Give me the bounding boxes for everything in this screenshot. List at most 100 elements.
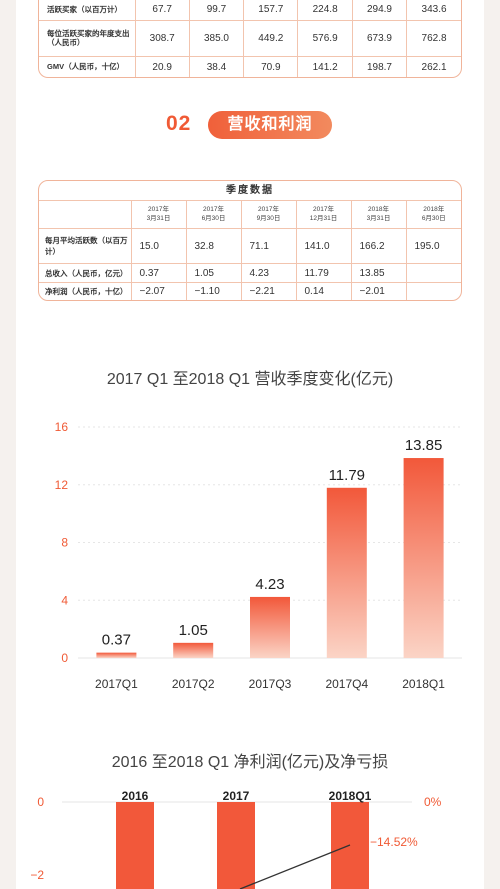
x-tick-label: 2017Q3 (249, 677, 292, 691)
corner-cell (39, 201, 132, 230)
date-year: 2017年 (258, 205, 279, 213)
quarterly-data-table: 季度数据 2017年 3月31日 2017年 6月30日 2017年 9月30日 2017年… (38, 180, 462, 301)
y-tick-label: 12 (55, 478, 69, 492)
category-label: 2016 (122, 789, 149, 803)
y-tick-label: 16 (55, 420, 69, 434)
table-cell: 449.2 (243, 20, 299, 58)
table-row: GMV（人民币，十亿） 20.9 38.4 70.9 141.2 198.7 262.1 (39, 56, 461, 77)
table-cell: 4.23 (241, 263, 297, 283)
section-title: 营收和利润 (208, 111, 332, 139)
date-header-row: 2017年 3月31日 2017年 6月30日 2017年 9月30日 2017年 12月31… (39, 201, 461, 230)
row-label: GMV（人民币，十亿） (39, 56, 136, 77)
table-cell: 166.2 (351, 228, 407, 265)
date-year: 2018年 (423, 205, 445, 213)
table-cell: 38.4 (189, 56, 245, 77)
section-number: 02 (166, 112, 192, 135)
table-cell: 385.0 (189, 20, 245, 58)
date-header-cell: 2017年 3月31日 (131, 201, 187, 230)
table-cell: 70.9 (243, 56, 299, 77)
line-data-label: −14.52% (370, 835, 418, 849)
revenue-bar (403, 458, 444, 658)
row-label: 每位活跃买家的年度支出（人民币） (39, 20, 136, 58)
revenue-bar-chart: 0 4 8 12 16 0.37 2017Q1 1.05 2017Q2 4.23 2017Q3 11.… (55, 420, 462, 691)
table-row: 活跃买家（以百万计） 67.7 99.7 157.7 224.8 294.9 343.6 (39, 0, 461, 21)
table-cell: 673.9 (352, 20, 408, 58)
table-cell: 71.1 (241, 228, 297, 265)
table-cell: 13.85 (351, 263, 407, 283)
date-year: 2017年 (313, 205, 334, 213)
y-tick-label: 4 (61, 593, 68, 607)
table-cell (406, 282, 461, 300)
table-cell: 308.7 (135, 20, 190, 58)
table-cell: 262.1 (421, 61, 447, 73)
y-tick-label: 0 (61, 651, 68, 665)
table-cell: 11.79 (296, 263, 352, 283)
date-day: 6月30日 (201, 214, 226, 222)
row-label: 总收入（人民币，亿元） (39, 263, 132, 283)
table-cell: 141.0 (296, 228, 352, 265)
table-cell: 67.7 (135, 0, 190, 21)
x-tick-label: 2017Q2 (172, 677, 215, 691)
row-label: 每月平均活跃数（以百万计） (39, 228, 132, 265)
table-cell: 762.8 (406, 20, 461, 58)
table-cell: 141.2 (297, 56, 353, 77)
revenue-bar (326, 487, 367, 658)
table-cell: 294.9 (352, 0, 408, 21)
table-cell: 0.37 (131, 263, 187, 283)
table-cell: 15.0 (131, 228, 187, 265)
date-header-cell: 2017年 12月31日 (296, 201, 352, 230)
table-cell: 195.0 (406, 228, 461, 265)
data-label: 11.79 (329, 467, 365, 484)
section-header: 02 营收和利润 (0, 108, 500, 142)
date-header-cell: 2017年 9月30日 (241, 201, 297, 230)
category-label: 2017 (223, 789, 250, 803)
net-profit-chart-title: 2016 至2018 Q1 净利润(亿元)及净亏损 (111, 754, 389, 771)
date-year: 2017年 (203, 205, 224, 213)
table-cell: −1.10 (186, 282, 242, 300)
table-row: 每位活跃买家的年度支出（人民币） 308.7 385.0 449.2 576.9 673.… (39, 20, 461, 58)
net-loss-bar (116, 802, 154, 889)
table-row: 总收入（人民币，亿元） 0.37 1.05 4.23 11.79 13.85 (39, 263, 461, 283)
date-header-cell: 2018年 6月30日 (406, 201, 461, 230)
date-header-cell: 2018年 3月31日 (351, 201, 407, 230)
data-label: 13.85 (405, 437, 443, 454)
table-cell: −2.01 (351, 282, 407, 300)
x-tick-label: 2017Q4 (325, 677, 368, 691)
y2-tick-label: 0% (424, 795, 442, 809)
data-label: 1.05 (179, 622, 208, 639)
row-label: 活跃买家（以百万计） (39, 0, 136, 21)
table-row: 净利润（人民币，十亿） −2.07 −1.10 −2.21 0.14 −2.01 (39, 282, 461, 300)
date-day: 3月31日 (366, 214, 391, 222)
net-margin-line (239, 844, 351, 889)
row-label: 净利润（人民币，十亿） (39, 282, 132, 300)
y-tick-label: 8 (61, 536, 68, 550)
table-cell: 224.8 (297, 0, 353, 21)
table-cell: 576.9 (297, 20, 353, 58)
date-year: 2017年 (148, 205, 169, 213)
table-cell: −2.21 (241, 282, 297, 300)
net-loss-bar (217, 802, 255, 889)
y-tick-label: −2 (30, 868, 44, 882)
table-cell: −2.07 (131, 282, 187, 300)
table-cell: 1.05 (186, 263, 242, 283)
net-profit-bar-chart: 0 −2 0% 2016 2017 2018Q1 −14.52% (30, 789, 442, 889)
x-tick-label: 2018Q1 (402, 677, 445, 691)
user-metrics-table: 活跃买家（以百万计） 67.7 99.7 157.7 224.8 294.9 343.6 每位… (38, 0, 462, 78)
date-day: 3月31日 (146, 214, 171, 222)
table-row: 每月平均活跃数（以百万计） 15.0 32.8 71.1 141.0 166.2 195.0 (39, 228, 461, 265)
table-cell: 343.6 (406, 0, 461, 21)
revenue-bar (173, 642, 214, 658)
data-label: 0.37 (102, 632, 131, 649)
y-tick-label: 0 (37, 795, 44, 809)
table-cell: 99.7 (189, 0, 245, 21)
date-day: 9月30日 (256, 214, 281, 222)
date-year: 2018年 (368, 205, 389, 213)
data-label: 4.23 (255, 576, 284, 593)
date-header-cell: 2017年 6月30日 (186, 201, 242, 230)
table-cell: 20.9 (135, 56, 190, 77)
x-tick-label: 2017Q1 (95, 677, 138, 691)
revenue-bar (96, 652, 137, 658)
table-cell: 157.7 (243, 0, 299, 21)
date-day: 12月31日 (309, 214, 338, 222)
